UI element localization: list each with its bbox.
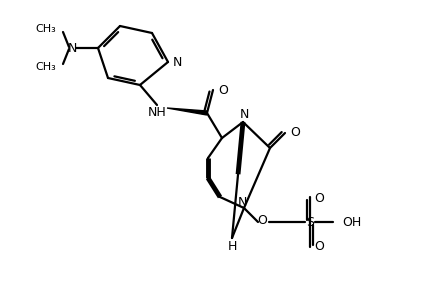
- Text: N: N: [67, 41, 77, 55]
- Text: O: O: [314, 240, 324, 253]
- Text: O: O: [290, 126, 300, 139]
- Text: N: N: [240, 108, 249, 122]
- Text: NH: NH: [148, 106, 166, 119]
- Polygon shape: [167, 108, 207, 115]
- Text: O: O: [257, 215, 267, 227]
- Text: CH₃: CH₃: [35, 24, 56, 34]
- Text: OH: OH: [342, 215, 361, 229]
- Text: N: N: [237, 195, 247, 209]
- Text: CH₃: CH₃: [35, 62, 56, 72]
- Text: H: H: [227, 240, 237, 253]
- Text: O: O: [218, 84, 228, 97]
- Text: S: S: [306, 215, 314, 229]
- Text: O: O: [314, 191, 324, 204]
- Text: N: N: [173, 55, 182, 68]
